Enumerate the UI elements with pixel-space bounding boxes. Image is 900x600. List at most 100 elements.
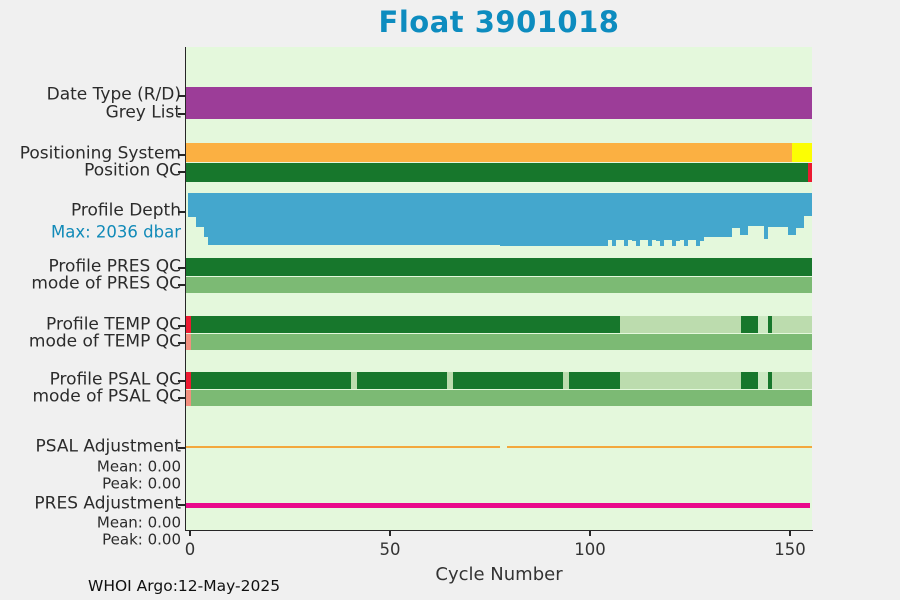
depth-bar (596, 193, 600, 246)
depth-bar (428, 193, 432, 246)
depth-bar (496, 193, 500, 246)
depth-bar (528, 193, 532, 246)
depth-bar (468, 193, 472, 246)
depth-bar (524, 193, 528, 246)
depth-bar (380, 193, 384, 246)
y-tick (178, 154, 185, 156)
depth-bar (632, 193, 636, 242)
depth-bar (316, 193, 320, 246)
qc-row (186, 277, 812, 293)
depth-bar (432, 193, 436, 246)
row-label: mode of PRES QC (31, 273, 181, 294)
depth-bar (396, 193, 400, 246)
depth-bar (568, 193, 572, 246)
depth-bar (572, 193, 576, 246)
y-tick (178, 113, 185, 115)
depth-bar (508, 193, 512, 246)
depth-bar (764, 193, 768, 239)
depth-bar (636, 193, 640, 246)
depth-bar (300, 193, 304, 246)
y-axis-line (184, 47, 187, 531)
qc-segment (190, 334, 812, 350)
row-label: Max: 2036 dbar (51, 222, 181, 242)
depth-bar (440, 193, 444, 246)
depth-bar (548, 193, 552, 246)
depth-bar (692, 193, 696, 240)
qc-segment (186, 334, 191, 350)
y-tick (178, 447, 185, 449)
row-label: Date Type (R/D) (46, 84, 181, 105)
depth-bar (212, 193, 216, 246)
depth-bar (604, 193, 608, 246)
depth-bar (736, 193, 740, 229)
depth-bar (308, 193, 312, 246)
depth-bar (220, 193, 224, 246)
depth-bar (612, 193, 616, 246)
depth-bar (724, 193, 728, 238)
qc-segment (186, 277, 812, 293)
depth-bar (228, 193, 232, 246)
depth-bar (248, 193, 252, 246)
qc-row (186, 334, 812, 350)
x-tick-label: 50 (379, 540, 401, 559)
depth-bar (628, 193, 632, 240)
depth-bar (688, 193, 692, 241)
qc-row (186, 316, 812, 333)
qc-segment (563, 372, 570, 389)
depth-bar (540, 193, 544, 246)
depth-bar (332, 193, 336, 246)
depth-bar (408, 193, 412, 246)
row-label: Position QC (84, 160, 181, 181)
depth-bar (216, 193, 220, 246)
qc-row (186, 390, 812, 406)
qc-segment (190, 390, 812, 406)
depth-bar (444, 193, 448, 246)
depth-bar (192, 193, 196, 217)
depth-bar (460, 193, 464, 246)
depth-bar (588, 193, 592, 246)
qc-segment (758, 316, 769, 333)
depth-bar (368, 193, 372, 246)
depth-bar (768, 193, 772, 227)
depth-bar (804, 193, 808, 217)
depth-bar (676, 193, 680, 242)
qc-row (186, 87, 812, 119)
qc-segment (351, 372, 358, 389)
depth-bar (532, 193, 536, 246)
depth-bar (648, 193, 652, 246)
depth-bar (708, 193, 712, 238)
row-label: PSAL Adjustment (35, 436, 181, 457)
qc-segment (186, 316, 191, 333)
qc-segment (186, 163, 808, 182)
qc-segment (758, 372, 769, 389)
adjustment-line (186, 502, 810, 508)
depth-bar (276, 193, 280, 246)
depth-bar (224, 193, 228, 246)
depth-bar (388, 193, 392, 246)
qc-row (186, 258, 812, 276)
depth-bar (788, 193, 792, 235)
depth-bar (684, 193, 688, 246)
qc-segment (186, 143, 792, 162)
depth-bar (780, 193, 784, 227)
depth-bar (504, 193, 508, 246)
depth-bar (564, 193, 568, 246)
row-label: mode of PSAL QC (32, 386, 181, 407)
depth-bar (720, 193, 724, 238)
depth-bar (772, 193, 776, 227)
depth-bar (536, 193, 540, 246)
qc-segment (453, 372, 564, 389)
qc-row (186, 143, 812, 162)
row-label: Grey List (105, 102, 181, 123)
x-tick-label: 150 (774, 540, 806, 559)
y-tick (178, 380, 185, 382)
depth-bar (756, 193, 760, 226)
row-label: Profile Depth (70, 200, 181, 221)
depth-bar (364, 193, 368, 246)
depth-bar (196, 193, 200, 228)
qc-segment (190, 372, 352, 389)
depth-bar (236, 193, 240, 246)
depth-bar (584, 193, 588, 246)
x-tick (789, 530, 791, 536)
